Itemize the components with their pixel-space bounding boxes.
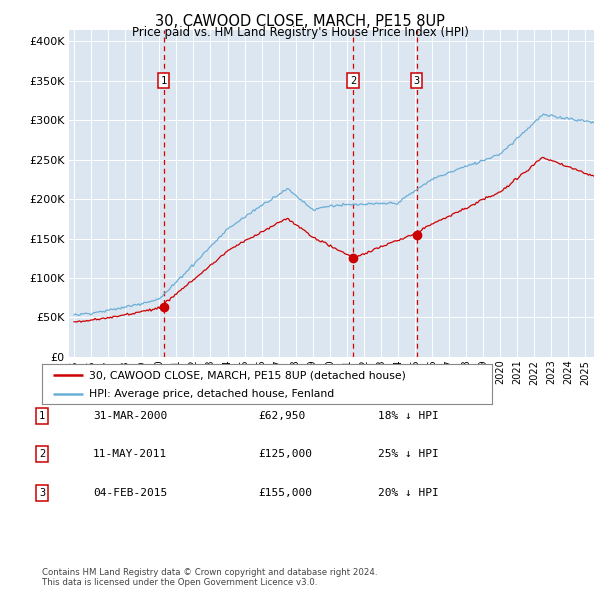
Text: 3: 3	[413, 76, 419, 86]
Text: 2: 2	[350, 76, 356, 86]
Text: Price paid vs. HM Land Registry's House Price Index (HPI): Price paid vs. HM Land Registry's House …	[131, 26, 469, 39]
Text: 3: 3	[39, 488, 45, 497]
Text: 20% ↓ HPI: 20% ↓ HPI	[378, 488, 439, 497]
Text: £125,000: £125,000	[258, 450, 312, 459]
Text: HPI: Average price, detached house, Fenland: HPI: Average price, detached house, Fenl…	[89, 389, 335, 399]
Text: 04-FEB-2015: 04-FEB-2015	[93, 488, 167, 497]
Text: 30, CAWOOD CLOSE, MARCH, PE15 8UP: 30, CAWOOD CLOSE, MARCH, PE15 8UP	[155, 14, 445, 29]
Text: 1: 1	[160, 76, 167, 86]
Text: 2: 2	[39, 450, 45, 459]
Text: Contains HM Land Registry data © Crown copyright and database right 2024.
This d: Contains HM Land Registry data © Crown c…	[42, 568, 377, 587]
Text: 31-MAR-2000: 31-MAR-2000	[93, 411, 167, 421]
Text: 30, CAWOOD CLOSE, MARCH, PE15 8UP (detached house): 30, CAWOOD CLOSE, MARCH, PE15 8UP (detac…	[89, 371, 406, 381]
Text: 18% ↓ HPI: 18% ↓ HPI	[378, 411, 439, 421]
Text: £62,950: £62,950	[258, 411, 305, 421]
Text: £155,000: £155,000	[258, 488, 312, 497]
Text: 1: 1	[39, 411, 45, 421]
Text: 25% ↓ HPI: 25% ↓ HPI	[378, 450, 439, 459]
Text: 11-MAY-2011: 11-MAY-2011	[93, 450, 167, 459]
